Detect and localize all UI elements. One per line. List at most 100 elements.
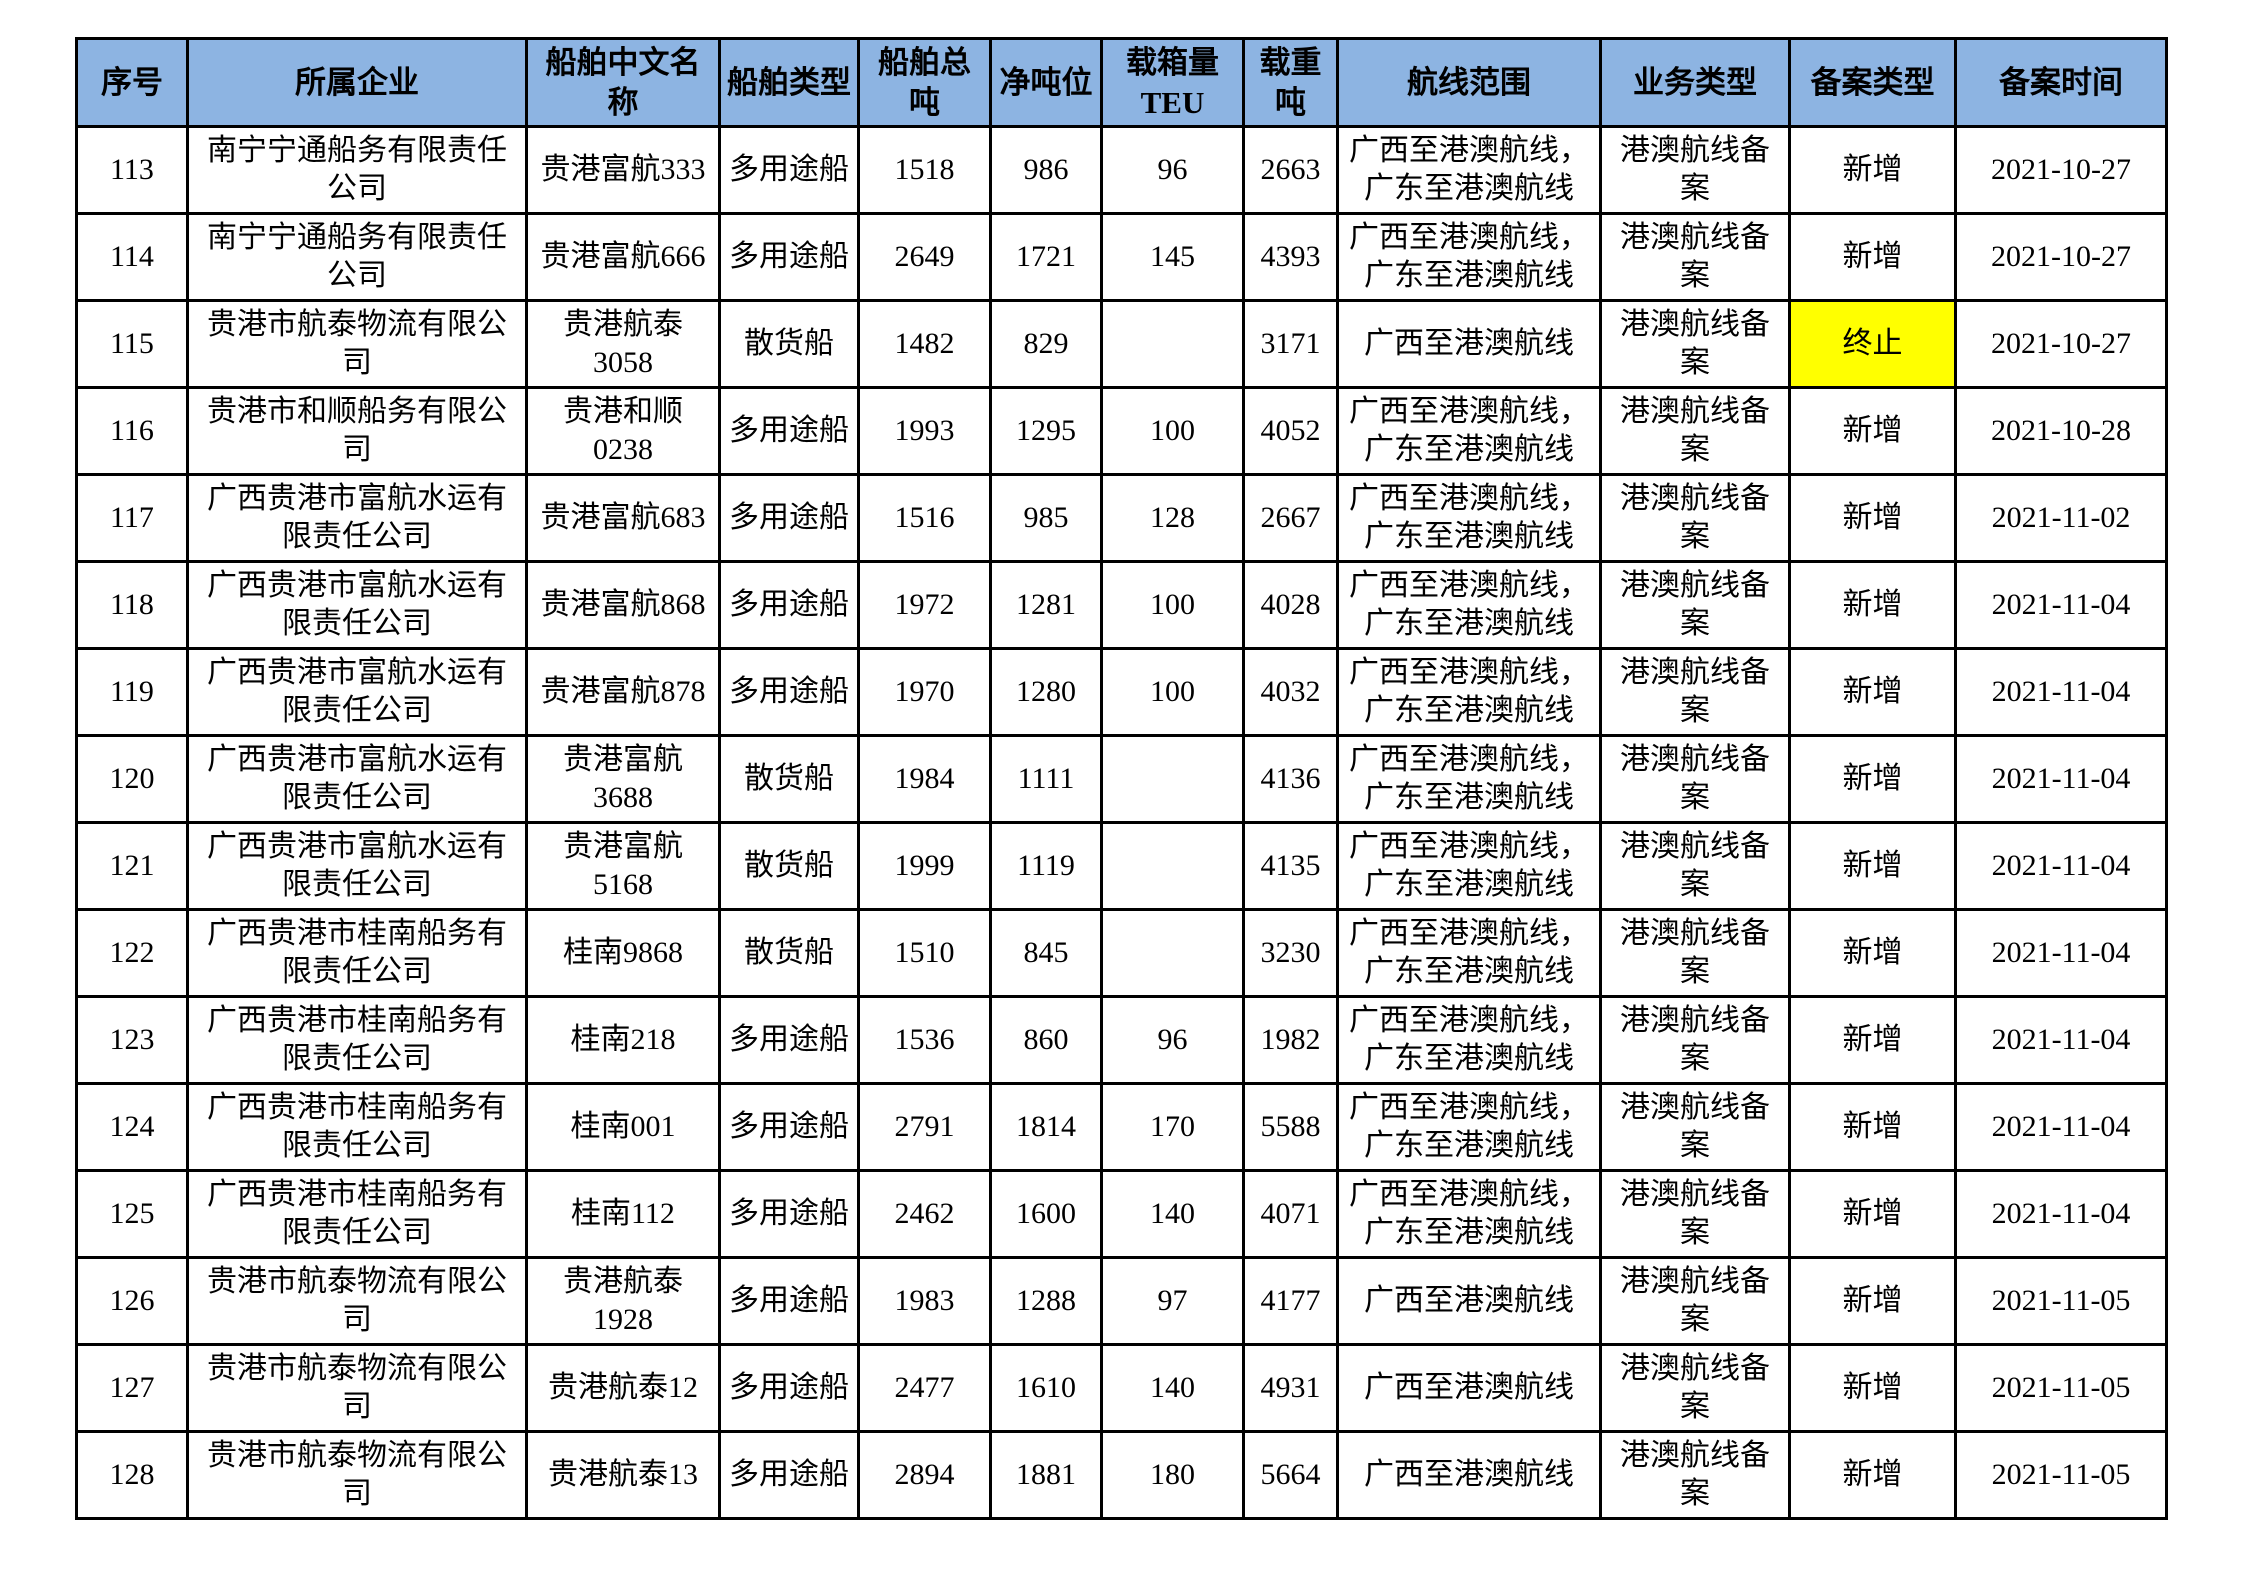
cell-gross_tonnage: 2791 [857,1082,992,1172]
cell-ship_type: 多用途船 [718,1430,860,1520]
cell-filing_type: 新增 [1788,1169,1957,1259]
cell-ship_name: 贵港航泰1928 [525,1256,721,1346]
cell-net_tonnage: 829 [989,299,1103,389]
cell-teu: 100 [1100,560,1245,650]
document-page: 序号 所属企业 船舶中文名称 船舶类型 船舶总吨 净吨位 载箱量TEU 载重吨 航线范围 业务类型… [75,37,2168,1520]
cell-filing_type: 新增 [1788,473,1957,563]
cell-ship_type: 散货船 [718,734,860,824]
cell-teu: 100 [1100,647,1245,737]
table-row: 122 广西贵港市桂南船务有限责任公司 桂南9868 散货船 1510 845 3230 广西… [75,908,2168,998]
cell-company: 南宁宁通船务有限责任公司 [186,212,528,302]
cell-company: 贵港市和顺船务有限公司 [186,386,528,476]
cell-teu [1100,299,1245,389]
cell-gross_tonnage: 1970 [857,647,992,737]
cell-net_tonnage: 1814 [989,1082,1103,1172]
table-row: 115 贵港市航泰物流有限公司 贵港航泰3058 散货船 1482 829 3171 广西至港… [75,299,2168,389]
cell-net_tonnage: 1721 [989,212,1103,302]
cell-business_type: 港澳航线备案 [1599,1082,1791,1172]
cell-dwt: 4071 [1242,1169,1339,1259]
cell-gross_tonnage: 1518 [857,125,992,215]
cell-gross_tonnage: 2462 [857,1169,992,1259]
cell-seq: 114 [75,212,189,302]
cell-business_type: 港澳航线备案 [1599,1169,1791,1259]
cell-ship_type: 多用途船 [718,1256,860,1346]
cell-company: 广西贵港市富航水运有限责任公司 [186,560,528,650]
cell-net_tonnage: 1111 [989,734,1103,824]
table-row: 113 南宁宁通船务有限责任公司 贵港富航333 多用途船 1518 986 96 2663 广… [75,125,2168,215]
cell-filing_date: 2021-11-04 [1954,734,2168,824]
cell-gross_tonnage: 1972 [857,560,992,650]
column-header-ship_name: 船舶中文名称 [525,37,721,128]
cell-filing_date: 2021-11-04 [1954,647,2168,737]
cell-route: 广西至港澳航线， 广东至港澳航线 [1336,125,1602,215]
cell-gross_tonnage: 2894 [857,1430,992,1520]
cell-filing_date: 2021-11-04 [1954,995,2168,1085]
cell-dwt: 4177 [1242,1256,1339,1346]
column-header-net_tonnage: 净吨位 [989,37,1103,128]
table-row: 120 广西贵港市富航水运有限责任公司 贵港富航3688 散货船 1984 1111 413… [75,734,2168,824]
table-row: 119 广西贵港市富航水运有限责任公司 贵港富航878 多用途船 1970 1280 100… [75,647,2168,737]
cell-company: 贵港市航泰物流有限公司 [186,1430,528,1520]
cell-business_type: 港澳航线备案 [1599,908,1791,998]
cell-route: 广西至港澳航线， 广东至港澳航线 [1336,734,1602,824]
cell-route: 广西至港澳航线， 广东至港澳航线 [1336,821,1602,911]
cell-business_type: 港澳航线备案 [1599,995,1791,1085]
cell-net_tonnage: 985 [989,473,1103,563]
cell-ship_name: 贵港和顺0238 [525,386,721,476]
table-row: 123 广西贵港市桂南船务有限责任公司 桂南218 多用途船 1536 860 96 1982… [75,995,2168,1085]
cell-seq: 115 [75,299,189,389]
cell-filing_date: 2021-11-05 [1954,1343,2168,1433]
cell-company: 广西贵港市富航水运有限责任公司 [186,473,528,563]
cell-filing_type: 新增 [1788,908,1957,998]
cell-teu: 180 [1100,1430,1245,1520]
cell-ship_type: 多用途船 [718,647,860,737]
cell-ship_name: 贵港航泰3058 [525,299,721,389]
table-row: 127 贵港市航泰物流有限公司 贵港航泰12 多用途船 2477 1610 140 4931 广… [75,1343,2168,1433]
cell-gross_tonnage: 1999 [857,821,992,911]
cell-seq: 128 [75,1430,189,1520]
cell-ship_type: 多用途船 [718,386,860,476]
cell-gross_tonnage: 2649 [857,212,992,302]
cell-filing_date: 2021-11-05 [1954,1256,2168,1346]
cell-company: 贵港市航泰物流有限公司 [186,299,528,389]
table-row: 117 广西贵港市富航水运有限责任公司 贵港富航683 多用途船 1516 985 128 2… [75,473,2168,563]
cell-filing_type: 新增 [1788,821,1957,911]
cell-filing_date: 2021-10-27 [1954,212,2168,302]
cell-teu: 140 [1100,1343,1245,1433]
cell-filing_type: 新增 [1788,1343,1957,1433]
cell-teu: 128 [1100,473,1245,563]
cell-company: 贵港市航泰物流有限公司 [186,1256,528,1346]
cell-dwt: 2663 [1242,125,1339,215]
cell-gross_tonnage: 1536 [857,995,992,1085]
cell-dwt: 2667 [1242,473,1339,563]
column-header-filing_date: 备案时间 [1954,37,2168,128]
cell-dwt: 3230 [1242,908,1339,998]
cell-route: 广西至港澳航线 [1336,1343,1602,1433]
cell-dwt: 3171 [1242,299,1339,389]
cell-business_type: 港澳航线备案 [1599,1256,1791,1346]
column-header-dwt: 载重吨 [1242,37,1339,128]
table-row: 116 贵港市和顺船务有限公司 贵港和顺0238 多用途船 1993 1295 100 405… [75,386,2168,476]
table-row: 128 贵港市航泰物流有限公司 贵港航泰13 多用途船 2894 1881 180 5664 广… [75,1430,2168,1520]
cell-teu [1100,908,1245,998]
cell-filing_date: 2021-11-04 [1954,1082,2168,1172]
cell-ship_type: 多用途船 [718,473,860,563]
cell-teu: 140 [1100,1169,1245,1259]
cell-filing_date: 2021-10-27 [1954,299,2168,389]
cell-business_type: 港澳航线备案 [1599,1343,1791,1433]
cell-business_type: 港澳航线备案 [1599,821,1791,911]
cell-route: 广西至港澳航线， 广东至港澳航线 [1336,1082,1602,1172]
column-header-teu: 载箱量TEU [1100,37,1245,128]
cell-net_tonnage: 1881 [989,1430,1103,1520]
cell-filing_date: 2021-11-02 [1954,473,2168,563]
cell-seq: 122 [75,908,189,998]
cell-route: 广西至港澳航线， 广东至港澳航线 [1336,647,1602,737]
cell-ship_type: 散货船 [718,821,860,911]
cell-business_type: 港澳航线备案 [1599,386,1791,476]
column-header-business_type: 业务类型 [1599,37,1791,128]
cell-ship_type: 多用途船 [718,125,860,215]
cell-seq: 120 [75,734,189,824]
cell-company: 广西贵港市桂南船务有限责任公司 [186,995,528,1085]
cell-gross_tonnage: 1984 [857,734,992,824]
cell-route: 广西至港澳航线， 广东至港澳航线 [1336,473,1602,563]
